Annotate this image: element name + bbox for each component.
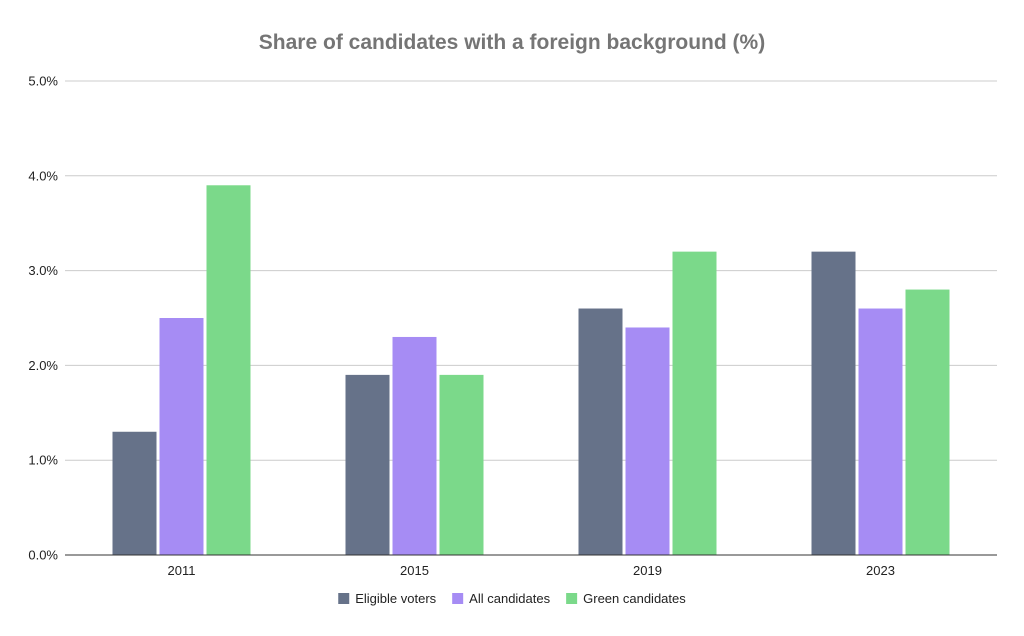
bar-2011-0: [112, 431, 157, 555]
y-tick-label: 1.0%: [28, 453, 58, 468]
legend-swatch: [338, 593, 350, 604]
y-tick-label: 3.0%: [28, 263, 58, 278]
legend-item: Green candidates: [566, 591, 686, 606]
bars: [112, 185, 950, 555]
bar-2023-2: [905, 289, 950, 555]
legend-label: Green candidates: [583, 591, 686, 606]
legend-label: All candidates: [469, 591, 550, 606]
y-tick-label: 4.0%: [28, 168, 58, 183]
legend-swatch: [452, 593, 464, 604]
x-tick-label: 2019: [633, 563, 662, 578]
y-tick-label: 0.0%: [28, 548, 58, 563]
legend-item: Eligible voters: [338, 591, 437, 606]
bar-2019-1: [625, 327, 670, 555]
y-tick-label: 2.0%: [28, 358, 58, 373]
bar-2023-1: [858, 308, 903, 555]
y-tick-label: 5.0%: [28, 74, 58, 89]
legend: Eligible voters All candidates Green candi…: [338, 591, 686, 606]
bar-2011-2: [206, 185, 251, 555]
bar-2019-0: [578, 308, 623, 555]
x-tick-label: 2011: [168, 563, 196, 578]
x-tick-label: 2015: [400, 563, 429, 578]
y-axis-ticks: 0.0% 1.0% 2.0% 3.0% 4.0% 5.0%: [28, 74, 58, 563]
x-axis-ticks: 2011 2015 2019 2023: [168, 563, 895, 578]
bar-2015-2: [439, 374, 484, 555]
bar-2015-1: [392, 336, 437, 555]
chart-title: Share of candidates with a foreign backg…: [259, 31, 765, 54]
legend-label: Eligible voters: [355, 591, 436, 606]
legend-item: All candidates: [452, 591, 551, 606]
x-tick-label: 2023: [866, 563, 895, 578]
bar-2023-0: [811, 251, 856, 555]
bar-2015-0: [345, 374, 390, 555]
legend-swatch: [566, 593, 578, 604]
bar-2011-1: [159, 318, 204, 555]
gridlines: [65, 80, 997, 461]
bar-2019-2: [672, 251, 717, 555]
